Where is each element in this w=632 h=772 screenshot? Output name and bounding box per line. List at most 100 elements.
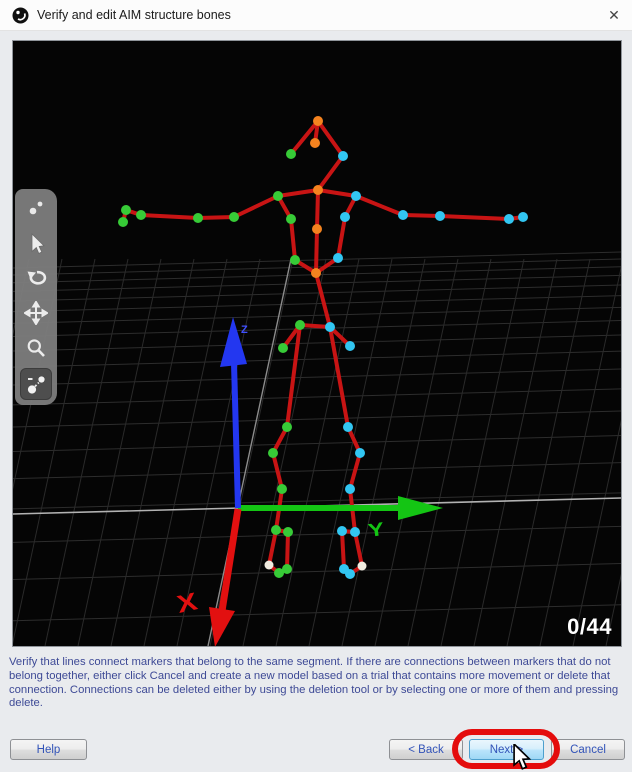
pan-tool[interactable] bbox=[21, 298, 51, 328]
scene-svg: Y Z X bbox=[13, 116, 621, 646]
help-button[interactable]: Help bbox=[10, 739, 87, 760]
x-axis-label: X bbox=[174, 587, 200, 619]
bone[interactable] bbox=[353, 530, 364, 568]
bone-connect-tool[interactable] bbox=[20, 367, 52, 400]
window-title: Verify and edit AIM structure bones bbox=[37, 8, 231, 22]
marker[interactable] bbox=[274, 568, 284, 578]
instruction-text: Verify that lines connect markers that b… bbox=[9, 656, 619, 710]
bone[interactable] bbox=[267, 528, 278, 567]
bone[interactable] bbox=[289, 217, 297, 262]
select-tool[interactable] bbox=[21, 229, 51, 259]
marker[interactable] bbox=[286, 149, 296, 159]
title-bar: Verify and edit AIM structure bones ✕ bbox=[0, 0, 632, 31]
marker[interactable] bbox=[345, 341, 355, 351]
marker[interactable] bbox=[518, 212, 528, 222]
bone[interactable] bbox=[298, 323, 332, 329]
marker-dots-tool[interactable] bbox=[21, 194, 51, 224]
bone-counter: 0/44 bbox=[567, 614, 612, 639]
marker[interactable] bbox=[136, 210, 146, 220]
coordinate-axes: Y Z X bbox=[174, 317, 443, 646]
marker[interactable] bbox=[311, 268, 321, 278]
marker[interactable] bbox=[295, 320, 305, 330]
bone[interactable] bbox=[196, 215, 236, 220]
z-axis-arrowhead bbox=[220, 317, 247, 367]
bone[interactable] bbox=[285, 530, 290, 571]
marker[interactable] bbox=[282, 422, 292, 432]
bone[interactable] bbox=[438, 214, 511, 221]
marker[interactable] bbox=[118, 217, 128, 227]
bone[interactable] bbox=[354, 194, 405, 217]
y-axis-label: Y bbox=[367, 518, 386, 541]
marker[interactable] bbox=[313, 185, 323, 195]
marker[interactable] bbox=[312, 224, 322, 234]
marker[interactable] bbox=[313, 116, 323, 126]
bone[interactable] bbox=[276, 188, 320, 198]
marker[interactable] bbox=[343, 422, 353, 432]
marker[interactable] bbox=[278, 343, 288, 353]
marker[interactable] bbox=[286, 214, 296, 224]
viewport-3d[interactable]: Y Z X 0/44 bbox=[12, 40, 622, 647]
marker[interactable] bbox=[340, 212, 350, 222]
bone[interactable] bbox=[316, 119, 345, 158]
bone[interactable] bbox=[340, 529, 346, 571]
next-button[interactable]: Next > bbox=[469, 739, 544, 760]
bone[interactable] bbox=[328, 325, 350, 429]
marker[interactable] bbox=[398, 210, 408, 220]
y-axis-arrowhead bbox=[398, 496, 443, 520]
bone[interactable] bbox=[314, 227, 319, 275]
bone[interactable] bbox=[336, 215, 347, 260]
magnifier-icon bbox=[27, 339, 45, 358]
floor-grid bbox=[13, 251, 621, 646]
bone[interactable] bbox=[271, 451, 284, 491]
marker[interactable] bbox=[121, 205, 131, 215]
bone[interactable] bbox=[314, 271, 332, 329]
marker[interactable] bbox=[229, 212, 239, 222]
marker[interactable] bbox=[504, 214, 514, 224]
marker[interactable] bbox=[345, 569, 355, 579]
bone[interactable] bbox=[289, 119, 320, 156]
rotate-view-tool[interactable] bbox=[21, 264, 51, 294]
marker[interactable] bbox=[310, 138, 320, 148]
marker[interactable] bbox=[338, 151, 348, 161]
marker[interactable] bbox=[277, 484, 287, 494]
rotate-arrow-icon bbox=[27, 270, 47, 285]
marker[interactable] bbox=[264, 560, 274, 570]
bone[interactable] bbox=[285, 323, 302, 429]
marker[interactable] bbox=[350, 527, 360, 537]
bone[interactable] bbox=[316, 188, 358, 198]
close-button[interactable]: ✕ bbox=[608, 7, 620, 23]
move-arrows-icon bbox=[24, 301, 48, 326]
marker[interactable] bbox=[333, 253, 343, 263]
back-button[interactable]: < Back bbox=[389, 739, 463, 760]
marker[interactable] bbox=[351, 191, 361, 201]
bone[interactable] bbox=[401, 213, 442, 218]
bone[interactable] bbox=[316, 154, 345, 192]
marker[interactable] bbox=[283, 527, 293, 537]
zoom-tool[interactable] bbox=[21, 333, 51, 363]
marker[interactable] bbox=[290, 255, 300, 265]
marker[interactable] bbox=[271, 525, 281, 535]
marker[interactable] bbox=[337, 526, 347, 536]
connect-markers-icon bbox=[27, 376, 45, 394]
app-logo-icon bbox=[12, 7, 29, 24]
bone[interactable] bbox=[348, 451, 362, 491]
bone[interactable] bbox=[315, 188, 320, 231]
marker[interactable] bbox=[193, 213, 203, 223]
marker[interactable] bbox=[325, 322, 335, 332]
marker[interactable] bbox=[345, 484, 355, 494]
marker[interactable] bbox=[273, 191, 283, 201]
marker-dots-icon bbox=[29, 201, 43, 215]
cancel-button[interactable]: Cancel bbox=[551, 739, 625, 760]
marker[interactable] bbox=[435, 211, 445, 221]
marker[interactable] bbox=[355, 448, 365, 458]
bone[interactable] bbox=[232, 194, 280, 219]
marker[interactable] bbox=[268, 448, 278, 458]
tool-palette bbox=[15, 189, 57, 405]
z-axis-label: Z bbox=[241, 324, 248, 336]
cursor-arrow-icon bbox=[31, 232, 45, 254]
skeleton-markers bbox=[118, 116, 528, 579]
marker[interactable] bbox=[282, 564, 292, 574]
bone[interactable] bbox=[139, 213, 200, 220]
x-axis-arrowhead bbox=[209, 607, 235, 646]
marker[interactable] bbox=[357, 561, 367, 571]
